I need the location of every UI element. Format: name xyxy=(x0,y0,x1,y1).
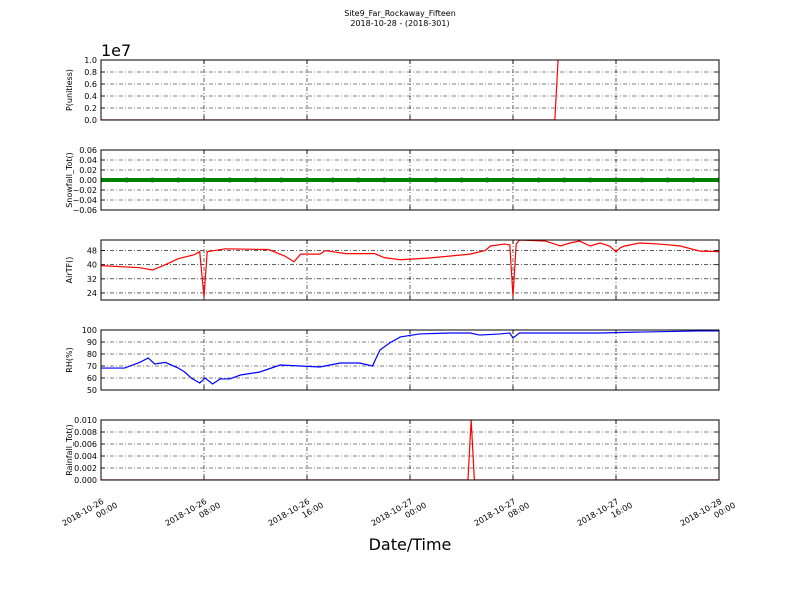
y-tick-label: 0.000 xyxy=(74,476,97,485)
y-tick-label: 0.6 xyxy=(84,80,97,89)
data-marker xyxy=(510,177,516,183)
y-tick-label: 80 xyxy=(87,350,97,359)
y-tick-label: 0.002 xyxy=(74,464,97,473)
y-tick-label: 0.008 xyxy=(74,428,97,437)
data-marker xyxy=(613,177,619,183)
y-axis-label: Rainfall_Tot() xyxy=(65,424,74,476)
y-tick-label: 32 xyxy=(87,275,97,284)
data-marker xyxy=(639,177,645,183)
data-marker xyxy=(356,177,361,183)
data-marker xyxy=(330,177,336,183)
y-tick-label: 0.2 xyxy=(84,104,97,113)
y-tick-label: 40 xyxy=(87,261,97,270)
title: Site9_Far_Rockaway_Fifteen xyxy=(344,9,456,18)
data-marker xyxy=(304,177,310,183)
data-marker xyxy=(381,177,387,183)
data-line xyxy=(101,330,719,385)
data-marker xyxy=(101,177,104,183)
y-tick-label: 0.04 xyxy=(79,156,97,165)
data-marker xyxy=(201,177,207,183)
data-marker xyxy=(253,177,258,183)
y-axis-label: Snowfall_Tot() xyxy=(65,152,74,208)
y-tick-label: −0.02 xyxy=(72,186,97,195)
data-marker xyxy=(690,177,696,183)
offset-text: 1e7 xyxy=(101,41,131,60)
y-tick-label: 0.00 xyxy=(79,176,97,185)
y-tick-label: −0.04 xyxy=(72,196,97,205)
axes-frame xyxy=(100,419,720,481)
y-axis-label: P(unitless) xyxy=(65,69,74,111)
data-marker xyxy=(665,177,670,183)
axes-frame xyxy=(100,239,720,301)
y-tick-label: 50 xyxy=(87,386,97,395)
data-marker xyxy=(484,177,490,183)
y-axis-label: RH(%) xyxy=(65,347,74,372)
data-marker xyxy=(459,177,464,183)
subtitle: 2018-10-28 - (2018-301) xyxy=(350,19,449,28)
y-tick-label: 90 xyxy=(87,338,97,347)
y-tick-label: 100 xyxy=(82,326,97,335)
data-marker xyxy=(536,177,542,183)
x-tick-label: 2018-10-2608:00 xyxy=(164,492,222,537)
x-tick-label: 2018-10-2700:00 xyxy=(370,492,428,537)
data-marker xyxy=(433,177,439,183)
x-tick-label: 2018-10-2600:00 xyxy=(61,492,119,537)
y-tick-label: 0.004 xyxy=(74,452,97,461)
data-marker xyxy=(587,177,593,183)
y-tick-label: 48 xyxy=(87,247,97,256)
x-tick-label: 2018-10-2708:00 xyxy=(473,492,531,537)
axes-frame xyxy=(100,329,720,391)
data-marker xyxy=(124,177,130,183)
data-marker xyxy=(175,177,181,183)
y-tick-label: 0.02 xyxy=(79,166,97,175)
x-axis-label: Date/Time xyxy=(369,535,452,554)
data-marker xyxy=(150,177,155,183)
y-tick-label: 0.006 xyxy=(74,440,97,449)
axes-frame xyxy=(100,149,720,211)
x-tick-label: 2018-10-2716:00 xyxy=(576,492,634,537)
x-tick-label: 2018-10-2800:00 xyxy=(679,492,737,537)
y-tick-label: 1.0 xyxy=(84,56,97,65)
y-tick-label: 60 xyxy=(87,374,97,383)
data-line xyxy=(101,240,719,298)
y-tick-label: 70 xyxy=(87,362,97,371)
y-tick-label: 0.06 xyxy=(79,146,97,155)
y-tick-label: −0.06 xyxy=(72,206,97,215)
data-marker xyxy=(716,177,719,183)
axes-frame xyxy=(100,59,720,121)
y-axis-label: AirTF() xyxy=(65,257,74,284)
y-tick-label: 0.4 xyxy=(84,92,97,101)
data-marker xyxy=(562,177,567,183)
y-tick-label: 0.0 xyxy=(84,116,97,125)
y-tick-label: 0.8 xyxy=(84,68,97,77)
data-marker xyxy=(278,177,284,183)
data-marker xyxy=(227,177,233,183)
y-tick-label: 0.010 xyxy=(74,416,97,425)
x-tick-label: 2018-10-2616:00 xyxy=(267,492,325,537)
y-tick-label: 24 xyxy=(87,289,97,298)
data-marker xyxy=(407,177,413,183)
